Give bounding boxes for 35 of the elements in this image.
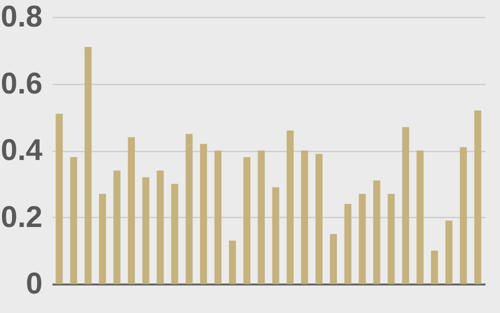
y-tick-label: 0.6	[0, 67, 42, 100]
bar	[330, 234, 337, 284]
y-tick-label: 0.2	[0, 200, 42, 234]
bar	[316, 154, 323, 284]
bar	[344, 204, 352, 284]
bar	[156, 170, 164, 284]
bar	[70, 157, 78, 284]
y-tick-label: 0	[26, 268, 42, 300]
bar	[200, 144, 208, 284]
bar	[243, 157, 250, 284]
bar	[56, 114, 63, 284]
bar	[258, 150, 265, 284]
bar	[128, 137, 135, 284]
bar	[430, 250, 438, 284]
bar	[113, 170, 120, 284]
bar	[358, 194, 366, 284]
bar	[388, 194, 395, 284]
bar	[186, 134, 193, 284]
bar	[171, 184, 178, 284]
bar	[445, 220, 452, 284]
bar	[474, 110, 482, 284]
bar	[460, 147, 467, 284]
bar	[214, 150, 222, 284]
bar	[84, 47, 92, 284]
bar	[301, 150, 308, 284]
bar	[373, 180, 380, 284]
bar	[99, 194, 106, 284]
bar	[416, 150, 424, 284]
bar	[228, 240, 236, 284]
bar	[142, 177, 150, 284]
y-tick-label: 0.4	[0, 134, 43, 167]
bar	[272, 187, 280, 284]
bar	[286, 130, 294, 284]
bar	[402, 127, 410, 284]
y-tick-label: 0.8	[0, 0, 42, 34]
